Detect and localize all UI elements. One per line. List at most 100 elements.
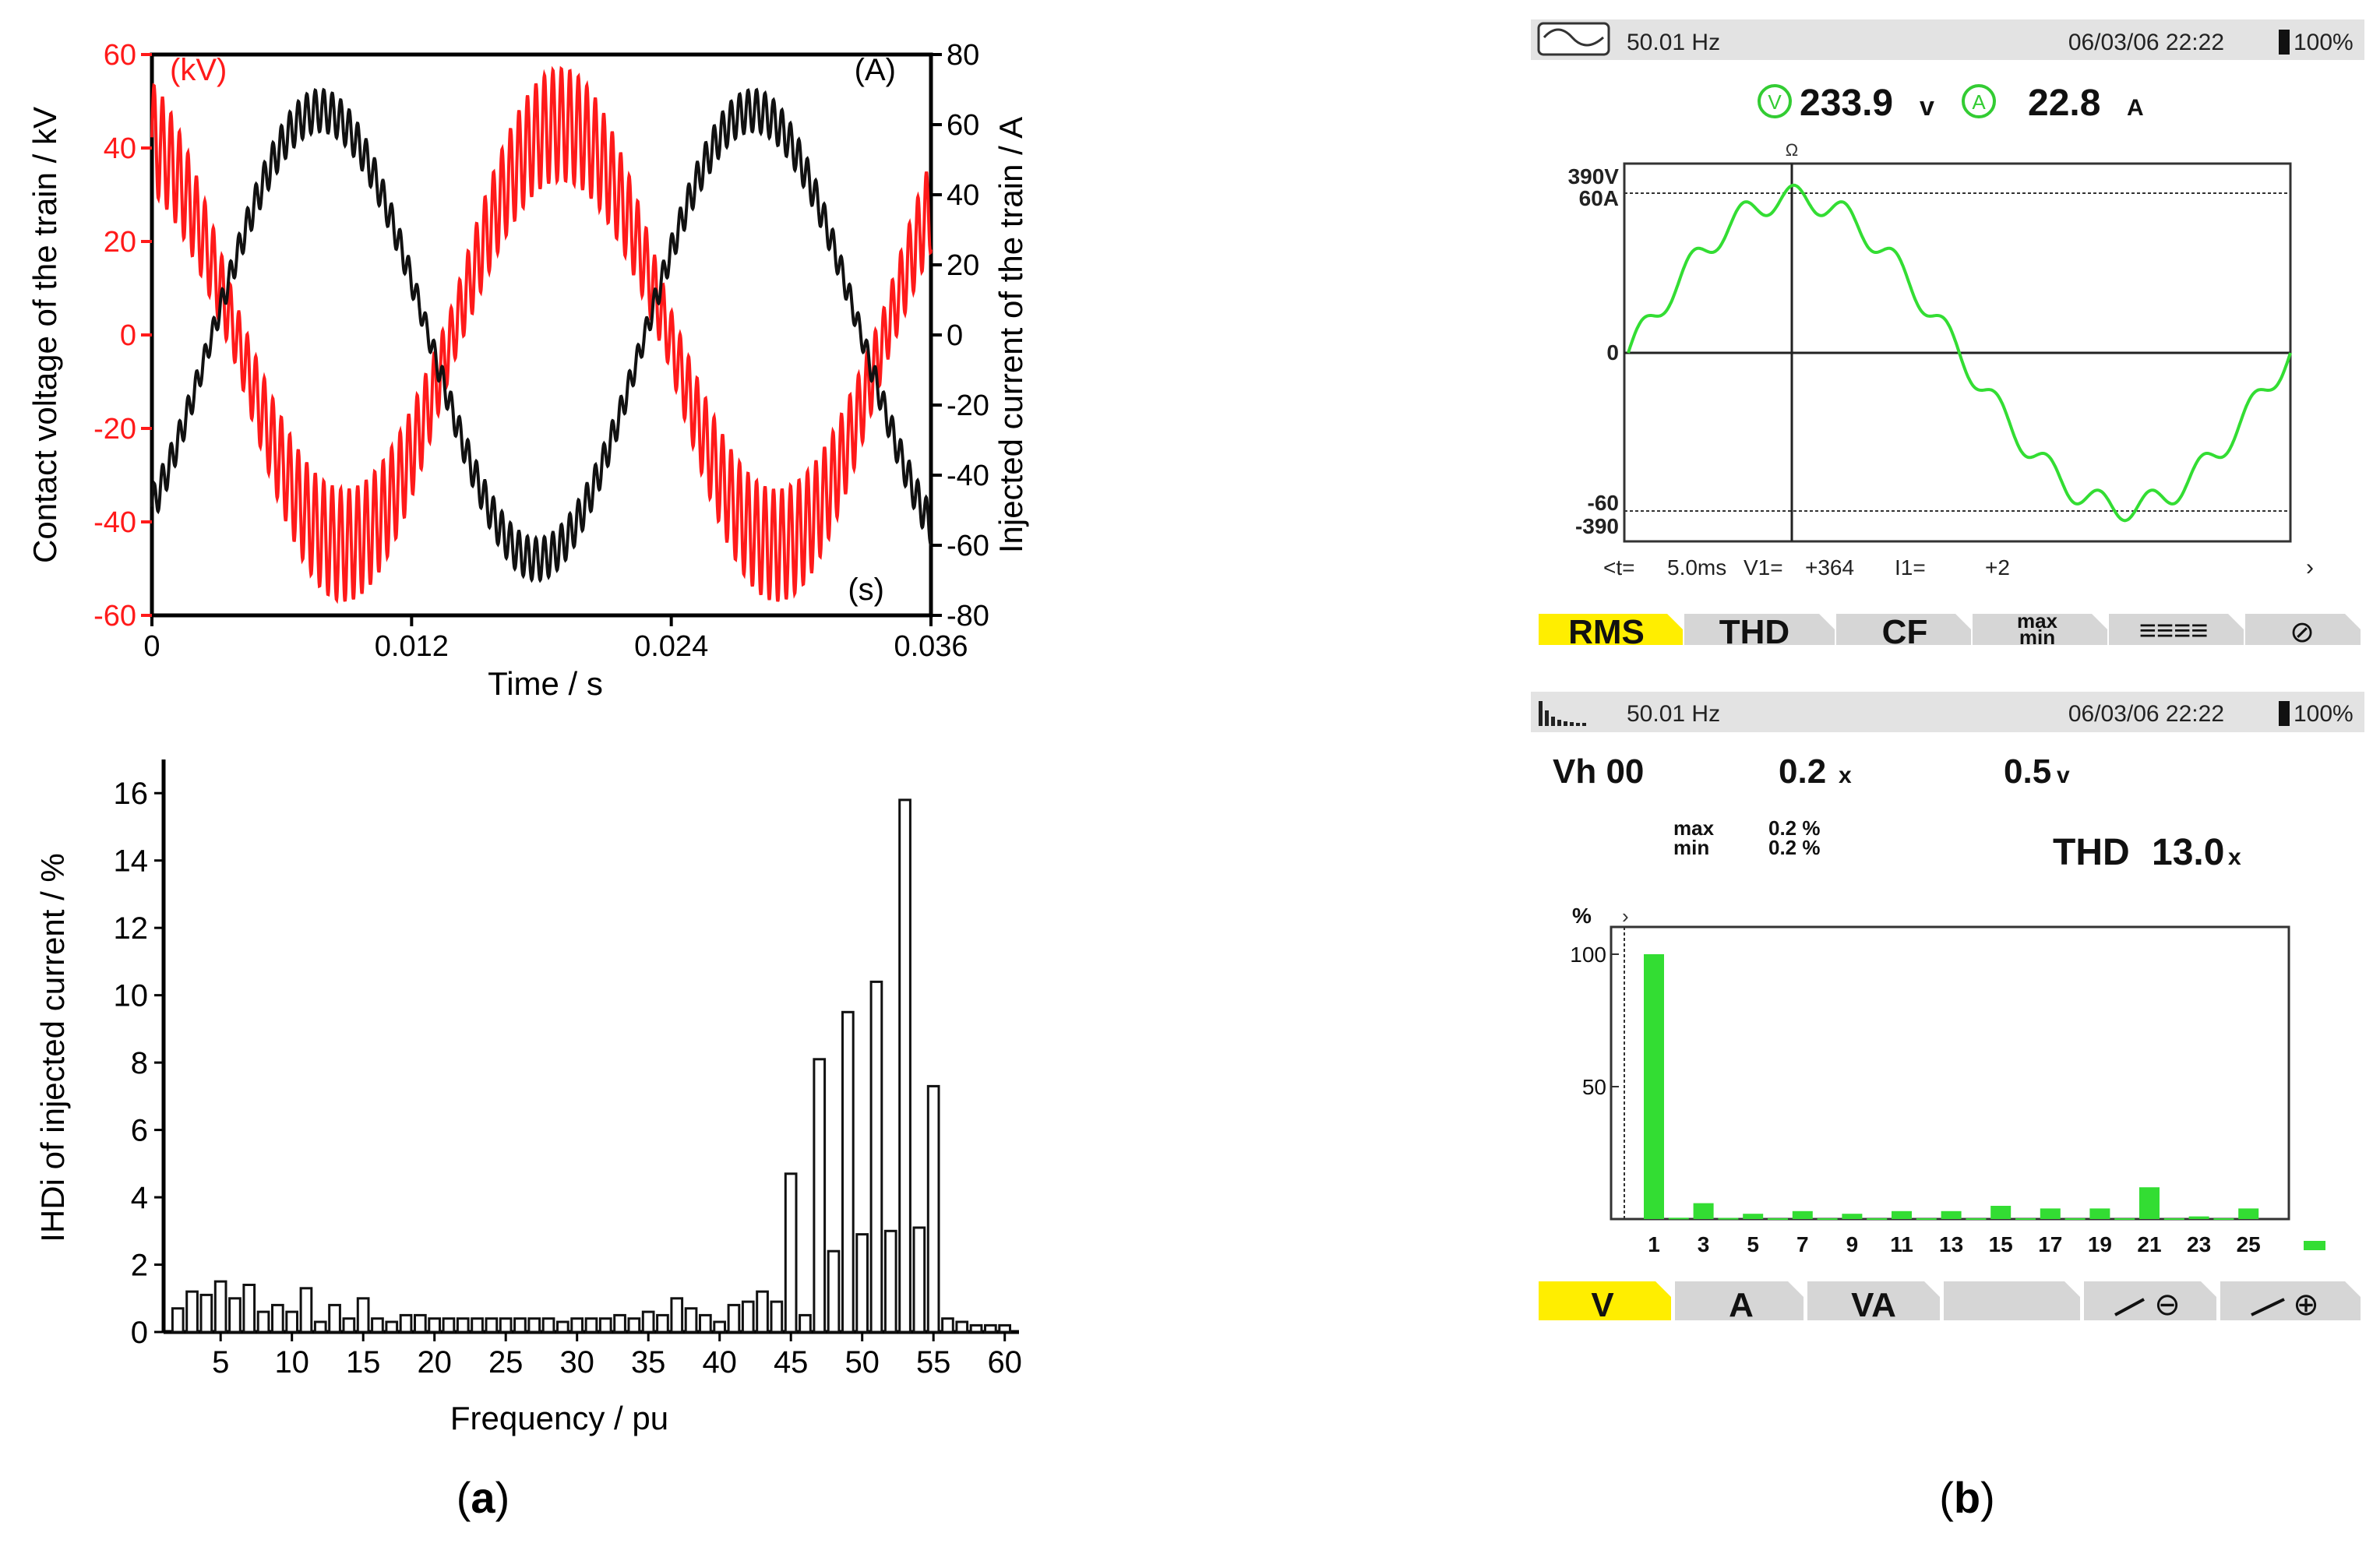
bar-harmonic-17	[385, 1320, 399, 1334]
x-tick-label: 60	[987, 1345, 1022, 1380]
bar-harmonic-42	[741, 1300, 755, 1334]
waveform-scale-label: -60	[1588, 491, 1619, 515]
bar-harmonic-35	[641, 1310, 655, 1334]
spectrum-bar-25	[2238, 1208, 2259, 1219]
bar-harmonic-28	[541, 1317, 555, 1334]
svg-text:(a): (a)	[457, 1473, 509, 1522]
spectrum-x-tick-label: 17	[2038, 1232, 2062, 1256]
y-tick-label-right: 0	[947, 319, 963, 352]
harmonic-volts-unit: v	[2057, 763, 2070, 788]
y-tick-label-left: 60	[104, 39, 136, 72]
readout-v-label: V1=	[1744, 555, 1783, 580]
spectrum-x-tick-label: 19	[2088, 1232, 2112, 1256]
bar-harmonic-23	[471, 1317, 484, 1334]
tab-phasor[interactable]: ⊘	[2245, 614, 2361, 649]
bar-harmonic-18	[399, 1313, 413, 1334]
x-tick-label: 35	[631, 1345, 666, 1380]
x-axis-title: Frequency / pu	[450, 1400, 668, 1436]
bar-harmonic-43	[756, 1290, 769, 1334]
y-tick-label-right: -20	[947, 389, 989, 422]
spectrum-bar-12	[1916, 1218, 1937, 1220]
tab-empty[interactable]	[1944, 1281, 2080, 1320]
y-tick-label: 12	[114, 911, 149, 946]
spectrum-bar-22	[2163, 1218, 2184, 1220]
spectrum-bar-14	[1966, 1218, 1987, 1220]
bar-harmonic-53	[898, 798, 911, 1334]
thd-unit: x	[2228, 844, 2241, 870]
status-datetime: 06/03/06 22:22	[2068, 30, 2224, 55]
tab-power[interactable]: VA	[1807, 1281, 1940, 1324]
bar-harmonic-58	[969, 1323, 983, 1334]
y-axis-title-right: Injected current of the train / A	[993, 117, 1029, 553]
spectrum-x-tick-label: 21	[2137, 1232, 2161, 1256]
spectrum-bar-24	[2213, 1218, 2234, 1220]
bar-harmonic-51	[869, 980, 883, 1334]
y-tick-label-left: 0	[120, 319, 136, 352]
tab-rms[interactable]: RMS	[1539, 613, 1683, 651]
unit-right-label: (A)	[855, 53, 896, 87]
series-line-current	[150, 87, 933, 583]
tab-thd[interactable]: THD	[1684, 613, 1835, 651]
bar-harmonic-34	[627, 1317, 641, 1334]
bar-harmonic-4	[199, 1293, 213, 1334]
status-datetime: 06/03/06 22:22	[2068, 701, 2224, 727]
spectrum-x-tick-label: 3	[1698, 1232, 1710, 1256]
bar-harmonic-8	[256, 1310, 270, 1334]
x-axis-title: Time / s	[488, 665, 603, 702]
spectrum-bar-7	[1792, 1210, 1813, 1219]
tab-voltage[interactable]: V	[1539, 1281, 1671, 1324]
tab-zoom-out[interactable]: ⊖	[2084, 1281, 2216, 1322]
battery-icon	[2279, 30, 2290, 55]
bar-harmonic-30	[570, 1317, 584, 1334]
rms-voltage-unit: v	[1920, 92, 1934, 122]
x-tick-label: 15	[346, 1345, 381, 1380]
y-tick-label-left: 20	[104, 226, 136, 259]
harmonic-percent-value: 0.2	[1779, 752, 1826, 791]
readout-i-value: +2	[1985, 555, 2010, 580]
bar-harmonic-46	[799, 1313, 812, 1334]
waveform-trace	[1627, 183, 2292, 523]
spectrum-x-tick-label: 11	[1890, 1232, 1913, 1256]
status-bar	[1531, 19, 2364, 60]
bar-harmonic-29	[556, 1320, 569, 1334]
bar-harmonic-48	[827, 1249, 841, 1334]
spectrum-x-tick-label: 1	[1648, 1232, 1660, 1256]
phasor-icon: ⊘	[2290, 616, 2315, 649]
tab-current[interactable]: A	[1675, 1281, 1804, 1324]
cursor-marker: Ω	[1786, 140, 1798, 160]
ihd-bar-chart: 5 10 15 20 25 30 35 40 45 50 55 60 0 2 4 6 8 10 12 14 16 Fre…	[34, 759, 1022, 1436]
bar-harmonic-22	[456, 1317, 470, 1334]
spectrum-bar-18	[2064, 1218, 2086, 1220]
y-tick-label-right: -80	[947, 600, 989, 633]
zoom-out-icon: ⊖	[2154, 1288, 2181, 1322]
harmonic-rank-label: Vh 00	[1553, 752, 1644, 791]
tab-cf[interactable]: CF	[1836, 613, 1971, 651]
spectrum-y-tick-label: 50	[1582, 1075, 1606, 1099]
tab-voltage-label: V	[1591, 1286, 1614, 1324]
spectrum-bar-20	[2114, 1218, 2135, 1220]
tab-table[interactable]: ≡≡≡≡	[2109, 614, 2244, 647]
tab-zoom-in[interactable]: ⊕	[2220, 1281, 2361, 1322]
bar-harmonic-6	[228, 1297, 242, 1334]
waveform-scale-label: -390	[1575, 514, 1619, 538]
function-tab-bar: V A VA ⊖ ⊕	[1539, 1281, 2361, 1324]
spectrum-y-unit: %	[1572, 904, 1592, 928]
y-tick-label-right: 40	[947, 179, 979, 212]
spectrum-bar-9	[1842, 1214, 1863, 1219]
tab-max-min[interactable]: max min	[1973, 609, 2107, 649]
current-channel-icon	[1962, 84, 1996, 118]
bar-harmonic-60	[998, 1323, 1012, 1334]
spectrum-x-tick-label: 13	[1939, 1232, 1963, 1256]
bar-harmonic-14	[342, 1317, 356, 1334]
bar-harmonic-12	[313, 1320, 327, 1334]
x-tick-label: 5	[212, 1345, 229, 1380]
bar-harmonic-49	[841, 1010, 855, 1334]
bar-harmonic-7	[242, 1284, 256, 1334]
tab-current-label: A	[1729, 1286, 1754, 1324]
x-tick-label: 55	[916, 1345, 951, 1380]
bar-harmonic-2	[171, 1307, 185, 1334]
spectrum-x-tick-label: 15	[1989, 1232, 2013, 1256]
spectrum-bar-3	[1693, 1203, 1714, 1219]
y-tick-label-right: -40	[947, 460, 989, 492]
tab-rms-label: RMS	[1568, 613, 1645, 651]
